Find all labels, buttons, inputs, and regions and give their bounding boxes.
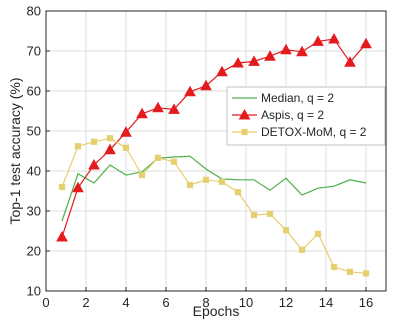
grid-lines <box>45 10 386 292</box>
x-tick-label: 6 <box>162 295 169 310</box>
data-point <box>216 65 228 77</box>
y-tick-label: 40 <box>27 164 41 179</box>
y-tick-label: 30 <box>27 204 41 219</box>
data-point <box>106 135 114 142</box>
x-tick-label: 14 <box>319 295 333 310</box>
data-point <box>264 50 276 61</box>
data-point <box>298 246 306 253</box>
series-line <box>61 155 367 222</box>
data-point <box>72 181 84 193</box>
x-tick-label: 4 <box>122 295 129 310</box>
series-line <box>61 137 367 274</box>
legend-label: Aspis, q = 2 <box>261 108 324 122</box>
data-point <box>312 35 324 46</box>
series-layer <box>56 32 372 277</box>
data-point <box>202 176 210 183</box>
series-0 <box>61 155 367 222</box>
data-point <box>200 79 212 91</box>
y-tick-label: 20 <box>27 244 41 259</box>
data-point <box>104 143 116 155</box>
data-point <box>152 101 164 113</box>
legend-item: Median, q = 2 <box>232 91 334 105</box>
data-point <box>346 268 354 275</box>
y-tick-label: 60 <box>27 84 41 99</box>
data-point <box>218 178 226 185</box>
data-point <box>186 181 194 189</box>
data-point <box>90 138 98 145</box>
data-point <box>170 158 178 165</box>
legend-item: DETOX-MoM, q = 2 <box>232 125 367 139</box>
legend-label: Median, q = 2 <box>261 91 334 105</box>
series-2 <box>58 135 370 277</box>
axis-ticks: 0 2 4 6 8 10 12 14 16 10 20 30 40 50 60 70 80 <box>27 4 374 311</box>
legend-item: Aspis, q = 2 <box>232 108 324 122</box>
data-point <box>250 211 258 219</box>
data-point <box>136 107 148 119</box>
data-point <box>248 55 260 66</box>
y-tick-label: 10 <box>27 284 41 299</box>
x-tick-label: 8 <box>202 295 209 310</box>
x-axis-label: Epochs <box>193 303 240 319</box>
data-point <box>328 32 340 44</box>
data-point <box>58 183 66 191</box>
data-point <box>266 210 274 217</box>
data-point <box>138 171 146 179</box>
y-tick-label: 70 <box>27 44 41 59</box>
legend-label: DETOX-MoM, q = 2 <box>261 125 367 139</box>
data-point <box>360 37 372 49</box>
legend-marker <box>238 108 251 120</box>
plot-frame <box>45 10 387 292</box>
y-tick-label: 80 <box>27 4 41 19</box>
data-point <box>120 126 132 137</box>
y-tick-label: 50 <box>27 124 41 139</box>
data-point <box>330 263 338 271</box>
data-point <box>296 45 308 57</box>
data-point <box>154 154 162 161</box>
data-point <box>232 56 244 68</box>
y-axis-label: Top-1 test accuracy (%) <box>7 77 23 224</box>
data-point <box>234 189 242 196</box>
data-point <box>74 143 82 150</box>
legend: Median, q = 2 Aspis, q = 2 DETOX-MoM, q = … <box>226 86 386 146</box>
series-1 <box>56 32 372 242</box>
data-point <box>282 227 290 234</box>
legend-box <box>226 86 386 146</box>
data-point <box>88 158 100 170</box>
data-point <box>122 144 130 151</box>
x-tick-label: 12 <box>279 295 293 310</box>
data-point <box>168 103 180 114</box>
data-point <box>56 230 68 242</box>
legend-marker <box>241 128 248 136</box>
x-tick-label: 10 <box>239 295 253 310</box>
data-point <box>280 43 292 55</box>
data-point <box>314 230 322 237</box>
x-tick-label: 16 <box>359 295 373 310</box>
data-point <box>184 85 196 97</box>
data-point <box>344 56 356 67</box>
data-point <box>362 270 370 277</box>
x-tick-label: 2 <box>82 295 89 310</box>
x-tick-label: 0 <box>42 295 49 310</box>
